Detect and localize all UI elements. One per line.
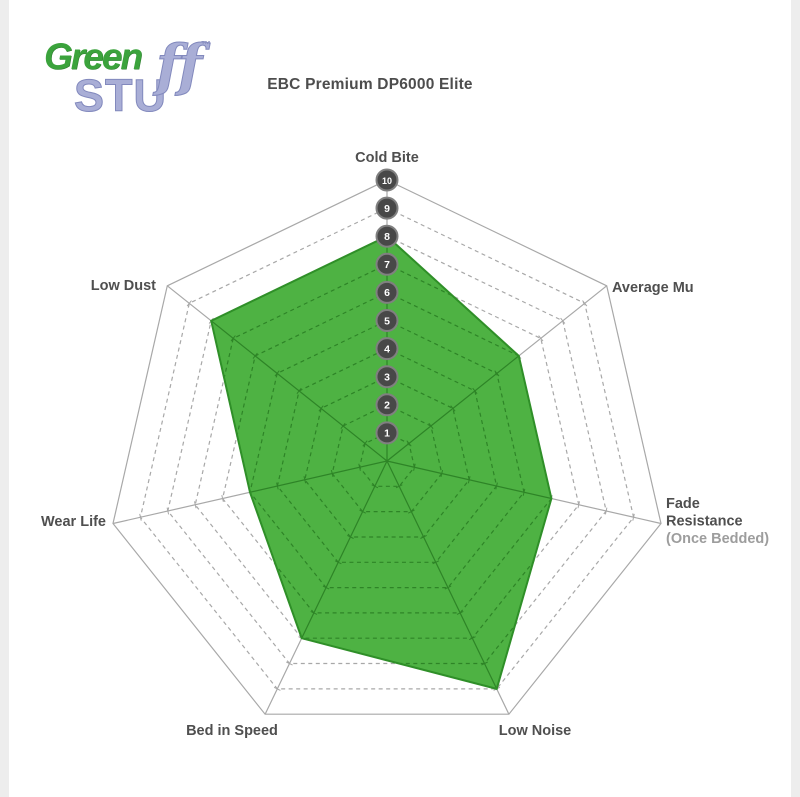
logo-word-green: Green <box>44 36 143 77</box>
axis-label-0: Cold Bite <box>355 150 419 166</box>
axis-tick <box>230 335 236 342</box>
grid-ring-1 <box>358 432 416 487</box>
axis-tick <box>194 501 197 509</box>
axis-tick <box>406 440 412 447</box>
axis-tick <box>560 317 566 324</box>
scale-badge-1: 1 <box>375 421 399 445</box>
axis-tick <box>538 335 544 342</box>
axis-tick <box>359 509 367 514</box>
scale-badge-2: 2 <box>375 393 399 417</box>
scale-badge-3: 3 <box>375 365 399 389</box>
axis-tick <box>395 484 403 489</box>
axis-label-1: Average Mu <box>612 280 694 296</box>
axis-tick <box>303 476 307 484</box>
axis-tick <box>340 422 346 430</box>
axis-tick <box>252 352 258 359</box>
axis-tick <box>420 534 427 539</box>
axis-tick <box>221 494 224 503</box>
axis-tick <box>444 585 452 590</box>
axis-tick <box>494 370 500 377</box>
axis-tick <box>577 501 580 509</box>
axis-tick <box>428 422 434 430</box>
axis-tick <box>472 387 478 395</box>
axis-label-6: Low Dust <box>91 278 156 294</box>
logo-word-stuff: STU <box>74 70 167 122</box>
axis-tick <box>456 610 464 615</box>
axis-tick <box>334 560 342 565</box>
axis-tick <box>322 585 330 590</box>
axis-tick <box>310 610 318 615</box>
trademark-symbol: ™ <box>201 40 211 51</box>
axis-tick <box>318 405 324 412</box>
axis-tick <box>407 509 415 514</box>
scale-badge-number: 1 <box>384 428 390 440</box>
scale-badge-number: 2 <box>384 400 390 412</box>
axis-tick <box>166 507 170 515</box>
scale-badge-6: 6 <box>375 280 399 304</box>
axis-tick <box>495 482 498 490</box>
axis-label-2: Fade Resistance (Once Bedded) <box>666 496 769 547</box>
scale-badge-number: 6 <box>384 287 390 299</box>
scale-badges: 1 2 3 4 5 6 7 8 9 10 <box>375 168 399 445</box>
axis-tick <box>582 300 588 307</box>
axis-tick <box>371 484 379 489</box>
scale-badge-number: 3 <box>384 372 390 384</box>
axis-tick <box>186 300 192 307</box>
grid-ring-10 <box>112 179 662 715</box>
axis-tick <box>274 370 280 377</box>
axis-tick <box>362 440 368 447</box>
grid-ring-4 <box>276 347 498 563</box>
scale-badge-10: 10 <box>375 168 399 192</box>
axis-tick <box>139 513 142 521</box>
axis-tick <box>413 463 416 471</box>
axis-tick <box>450 405 456 412</box>
axis-label-3: Low Noise <box>499 723 572 739</box>
axis-tick <box>358 463 361 471</box>
axis-tick <box>604 507 608 515</box>
axis-tick <box>296 387 302 395</box>
axis-tick <box>432 560 440 565</box>
axis-label-4: Bed in Speed <box>186 723 278 739</box>
scale-badge-number: 4 <box>384 343 390 355</box>
scale-badge-9: 9 <box>375 196 399 220</box>
axis-tick <box>273 686 281 691</box>
scale-badge-number: 8 <box>384 231 390 243</box>
axis-tick <box>468 636 476 641</box>
axis-tick <box>522 488 526 496</box>
axis-tick <box>276 482 279 490</box>
grid-ring-8 <box>167 235 607 665</box>
grid-ring-9 <box>139 207 635 690</box>
data-polygon-outline <box>210 235 553 691</box>
scale-badge-number: 7 <box>384 259 390 271</box>
axis-label-5: Wear Life <box>41 514 106 530</box>
axis-tick <box>347 534 354 539</box>
page-edge-left <box>0 0 9 797</box>
page-edge-right <box>791 0 800 797</box>
axis-tick <box>330 469 334 478</box>
scale-badge-7: 7 <box>375 252 399 276</box>
scale-badge-number: 5 <box>384 315 390 327</box>
axis-labels: Cold Bite Average Mu Fade Resistance (Once B… <box>41 150 769 739</box>
axis-tick <box>286 661 293 666</box>
scale-badge-number: 9 <box>384 203 390 215</box>
greenstuff-logo: Green STU ff ™ <box>0 0 230 140</box>
axis-tick <box>440 469 444 478</box>
axis-tick <box>481 661 488 666</box>
axis-tick <box>632 513 635 521</box>
scale-badge-5: 5 <box>375 309 399 332</box>
scale-badge-number: 10 <box>382 176 392 186</box>
scale-badge-8: 8 <box>375 224 399 248</box>
logo-word-stuff-ff: ff <box>155 33 202 100</box>
grid-ring-3 <box>304 376 470 538</box>
grid-ring-6 <box>221 291 552 614</box>
page-title: EBC Premium DP6000 Elite <box>267 76 473 93</box>
scale-badge-4: 4 <box>375 337 399 361</box>
axis-tick <box>467 476 471 484</box>
